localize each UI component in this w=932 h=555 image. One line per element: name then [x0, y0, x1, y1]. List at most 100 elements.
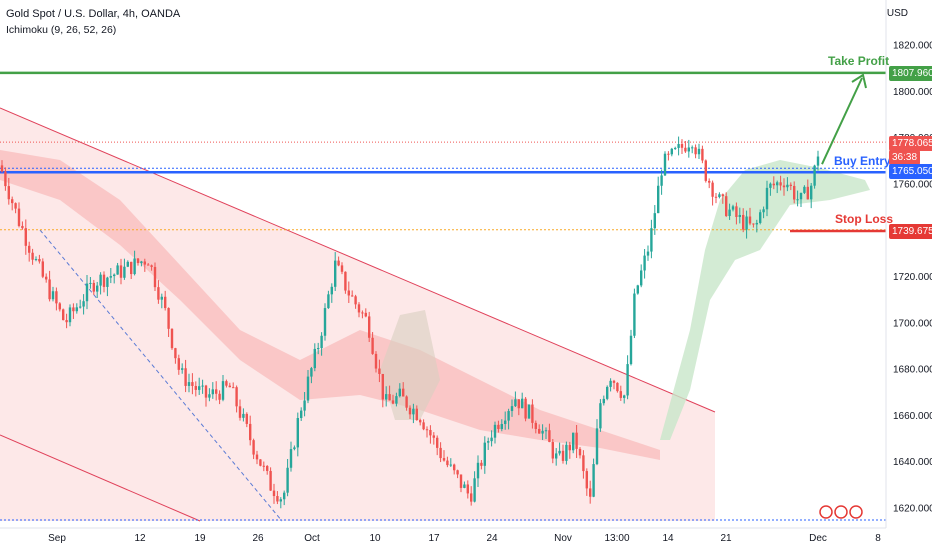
- candle-173: [589, 480, 592, 504]
- cloud-bear-0: [0, 150, 660, 460]
- candle-body: [0, 165, 4, 172]
- candle-body: [697, 148, 701, 155]
- candle-body: [667, 153, 670, 155]
- candle-body: [385, 394, 388, 400]
- candle-body: [565, 444, 568, 461]
- candles: [0, 136, 820, 509]
- candle-body: [776, 182, 779, 186]
- candle-body: [347, 290, 350, 296]
- candle-body: [609, 380, 612, 387]
- candle-103: [351, 290, 354, 297]
- candle-body: [300, 410, 303, 419]
- trade-overlay: [821, 73, 867, 165]
- candle-body: [561, 450, 565, 461]
- candle-38: [130, 261, 133, 280]
- candle-93: [317, 342, 320, 355]
- candle-body: [106, 277, 109, 287]
- x-tick-label: 26: [252, 533, 264, 544]
- candle-166: [565, 441, 568, 465]
- candle-body: [198, 386, 201, 390]
- candle-228: [776, 180, 779, 194]
- candle-67: [228, 382, 231, 388]
- candle-body: [718, 194, 721, 198]
- candle-body: [623, 395, 626, 398]
- candle-121: [412, 403, 415, 424]
- candle-body: [337, 260, 340, 266]
- candle-77: [262, 461, 265, 472]
- candle-body: [432, 435, 435, 438]
- target-arrow-line: [821, 77, 863, 165]
- candle-72: [245, 412, 248, 428]
- candle-81: [276, 491, 279, 505]
- candle-body: [810, 185, 813, 200]
- candle-231: [786, 177, 789, 192]
- candle-94: [320, 332, 323, 356]
- candle-86: [293, 445, 296, 451]
- candle-89: [303, 391, 306, 417]
- bar-countdown-tag: 36:38: [889, 150, 921, 165]
- candle-189: [643, 248, 646, 279]
- stop-loss-label: Stop Loss: [835, 212, 894, 226]
- candle-68: [232, 382, 235, 389]
- candle-body: [11, 199, 14, 204]
- candle-156: [531, 399, 534, 429]
- candle-body: [470, 493, 473, 502]
- candle-body: [731, 206, 735, 210]
- candle-215: [731, 204, 735, 212]
- candle-body: [708, 180, 711, 183]
- candle-198: [674, 146, 677, 150]
- candle-body: [653, 213, 656, 229]
- candle-body: [402, 388, 405, 397]
- candle-238: [810, 182, 813, 209]
- candle-92: [313, 343, 316, 372]
- candle-body: [133, 258, 136, 275]
- candle-181: [616, 382, 619, 393]
- candle-body: [782, 185, 786, 188]
- candle-6: [21, 221, 24, 230]
- candle-177: [602, 395, 605, 406]
- candle-body: [116, 265, 119, 275]
- candle-body: [344, 271, 347, 291]
- candle-164: [558, 442, 561, 456]
- candle-body: [534, 422, 537, 429]
- candle-157: [534, 420, 537, 434]
- candle-body: [728, 209, 731, 216]
- candle-body: [313, 348, 316, 369]
- candle-body: [490, 437, 493, 442]
- take-profit-price-tag: 1807.960: [889, 66, 932, 81]
- candle-99: [337, 256, 340, 267]
- stop-loss-price-tag: 1739.675: [889, 224, 932, 239]
- candle-body: [507, 411, 510, 421]
- candle-152: [517, 399, 520, 416]
- candle-body: [408, 407, 412, 415]
- candle-80: [272, 483, 276, 504]
- x-tick-label: 19: [194, 533, 206, 544]
- candle-body: [259, 459, 262, 466]
- candle-body: [510, 406, 514, 412]
- candle-54: [184, 359, 187, 393]
- candle-body: [147, 264, 150, 266]
- candle-body: [31, 252, 34, 260]
- candle-body: [612, 380, 616, 383]
- chart-title: Gold Spot / U.S. Dollar, 4h, OANDA: [6, 8, 181, 20]
- candle-body: [354, 296, 357, 305]
- candle-body: [283, 492, 286, 500]
- candle-96: [327, 290, 330, 309]
- economic-event-icon: [849, 505, 863, 519]
- candle-body: [463, 484, 466, 488]
- candle-body: [28, 245, 31, 253]
- candle-82: [279, 497, 282, 509]
- candle-43: [147, 263, 150, 266]
- candle-53: [181, 363, 184, 374]
- candle-78: [266, 465, 269, 475]
- candle-body: [626, 364, 629, 396]
- candle-233: [793, 181, 796, 204]
- candle-body: [568, 444, 571, 451]
- candle-182: [619, 385, 622, 401]
- candle-111: [378, 359, 381, 383]
- candle-196: [667, 151, 670, 161]
- candle-218: [742, 208, 745, 233]
- candle-100: [340, 262, 344, 275]
